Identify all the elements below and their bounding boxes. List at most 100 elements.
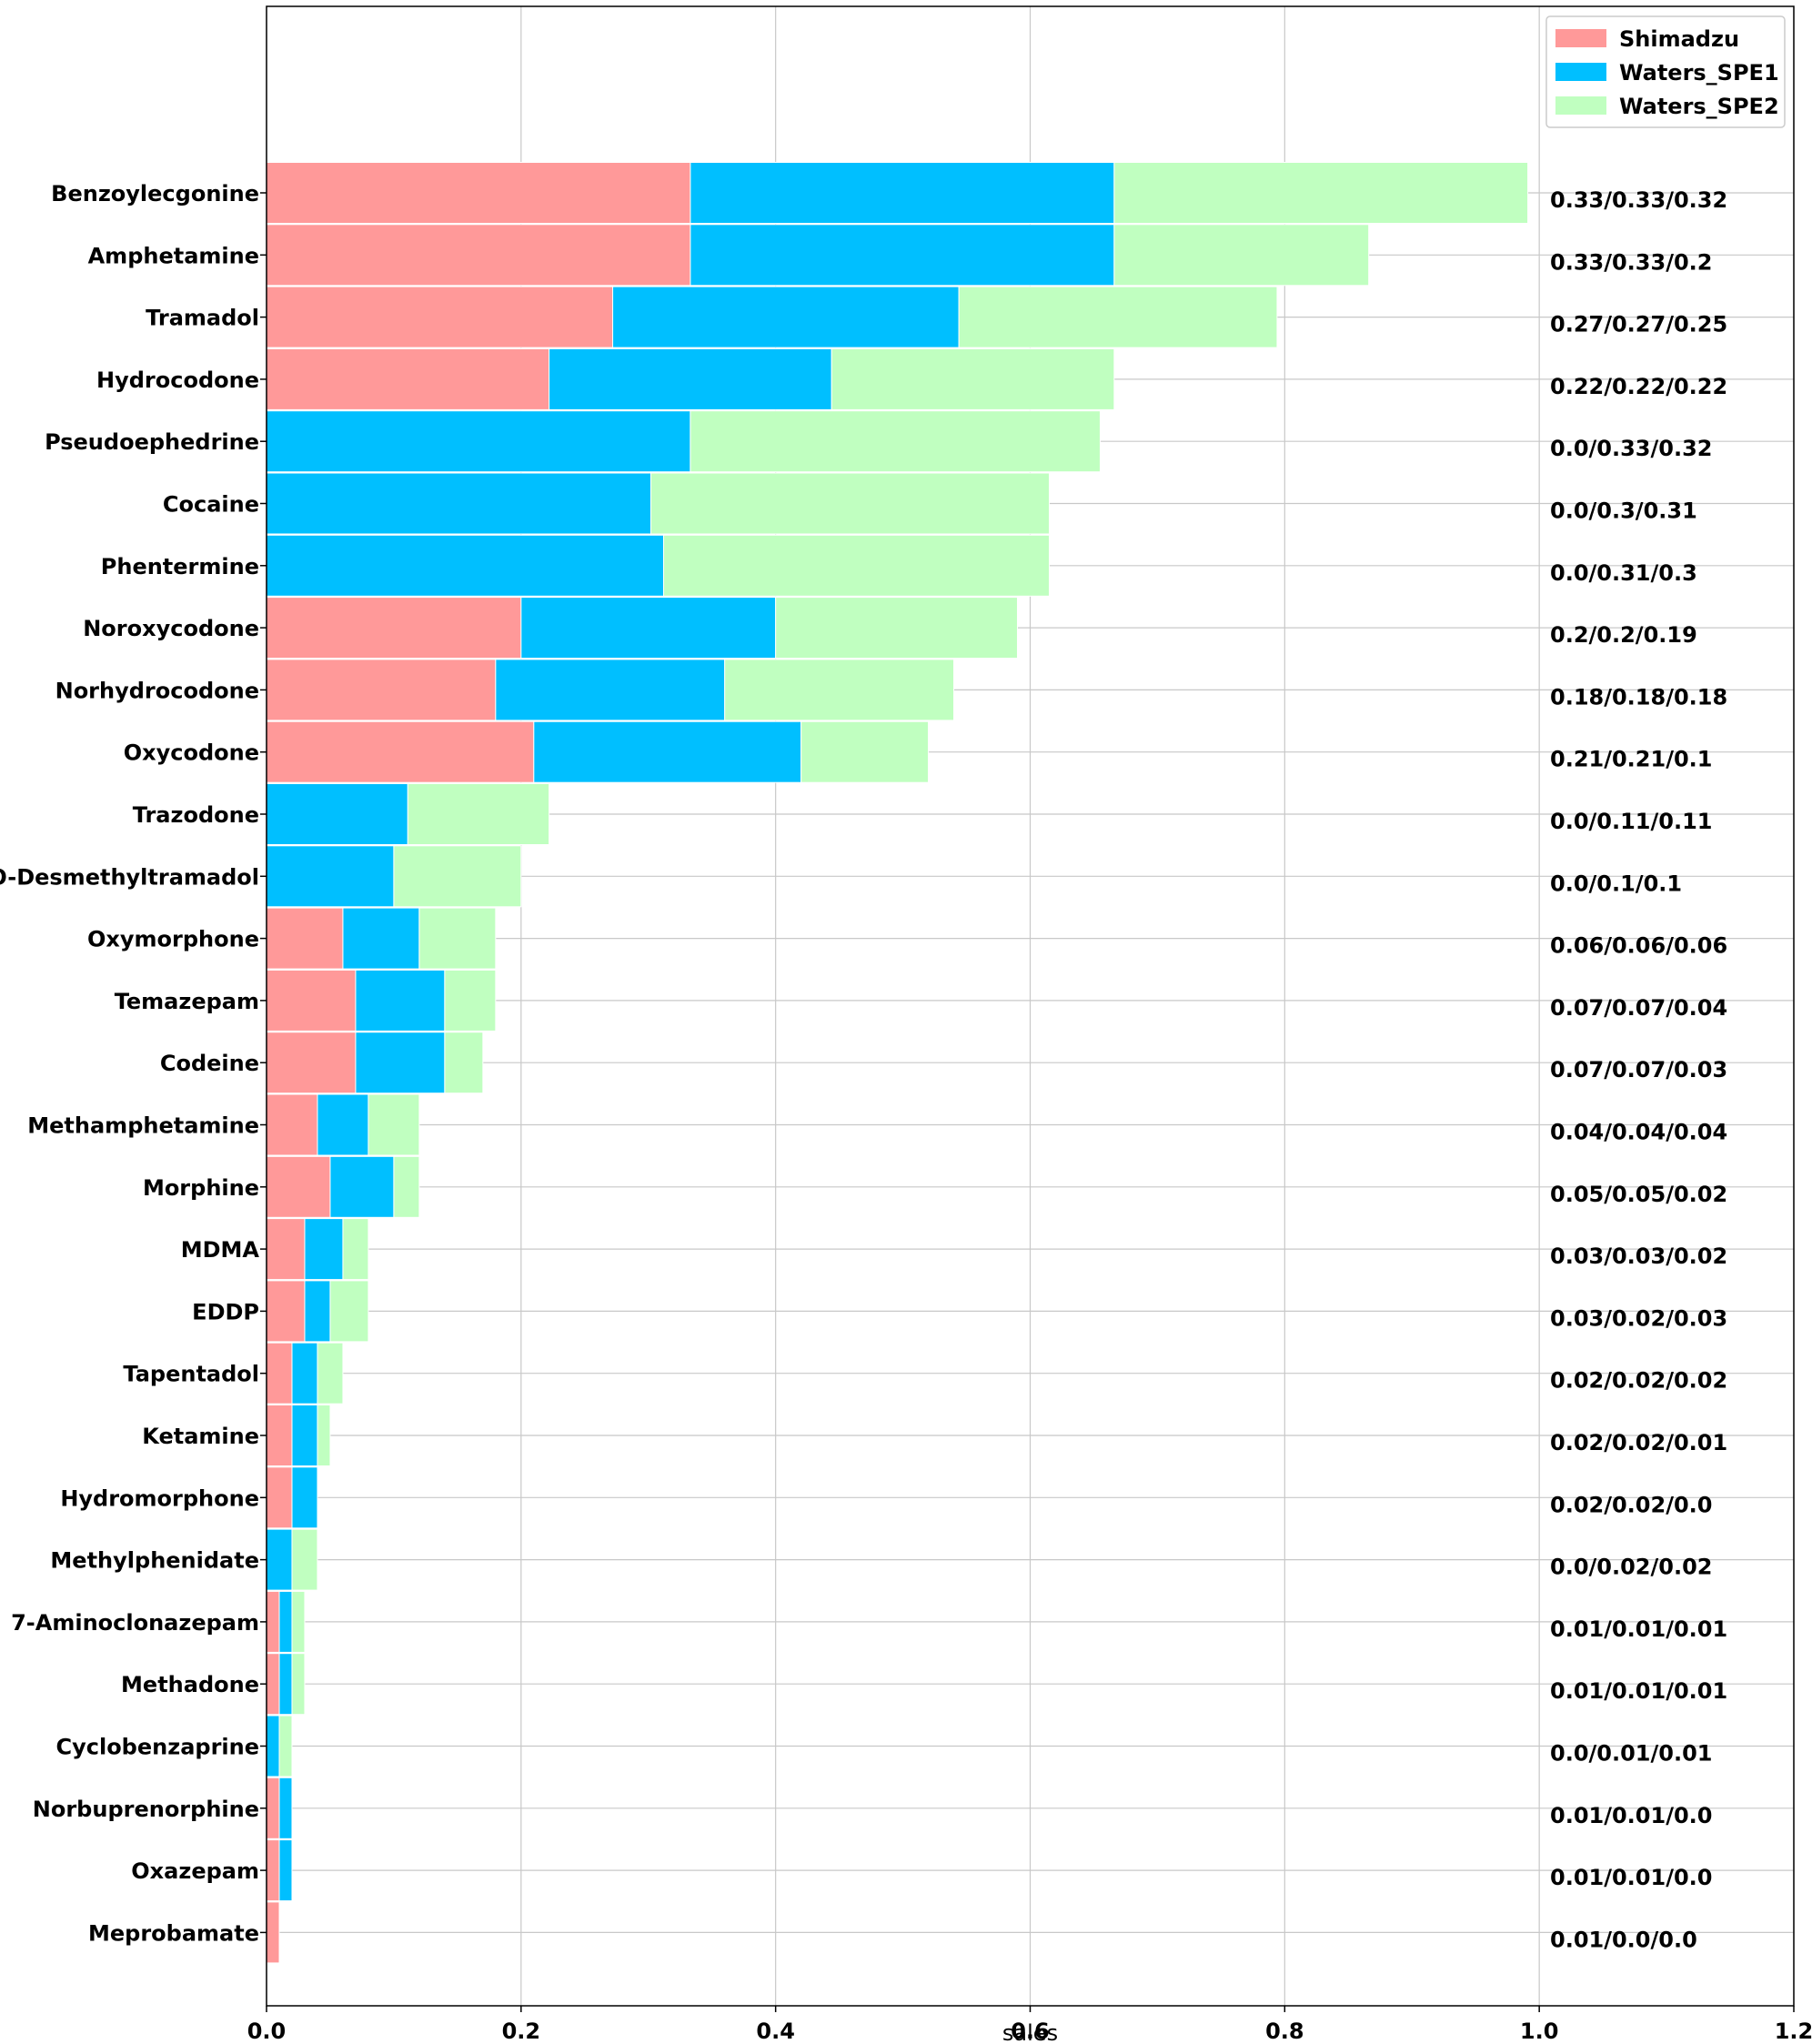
legend-label: Waters_SPE1 (1619, 60, 1779, 86)
bar-segment-waters-spe2 (393, 1155, 420, 1218)
bar-segment-shimadzu (266, 1839, 280, 1902)
legend-swatch (1555, 29, 1606, 47)
bar-segment-waters-spe2 (444, 1032, 484, 1094)
bar-segment-waters-spe2 (775, 597, 1019, 660)
value-label: 0.06/0.06/0.06 (1550, 933, 1727, 959)
value-label: 0.07/0.07/0.03 (1550, 1057, 1727, 1082)
category-label: Temazepam (115, 989, 259, 1014)
bar-segment-waters-spe2 (367, 1093, 420, 1156)
bar-segment-waters-spe2 (1113, 162, 1529, 224)
category-label: Norhydrocodone (55, 678, 259, 703)
value-label: 0.0/0.01/0.01 (1550, 1741, 1712, 1767)
bar-segment-waters-spe1 (304, 1280, 331, 1343)
bar-segment-shimadzu (266, 1901, 280, 1964)
category-label: Cocaine (163, 492, 259, 518)
bar-segment-shimadzu (266, 1280, 306, 1343)
category-label: Tramadol (146, 306, 259, 331)
bar-segment-shimadzu (266, 286, 614, 348)
bar-segment-waters-spe2 (444, 969, 497, 1032)
value-label: 0.0/0.31/0.3 (1550, 560, 1697, 586)
bar-segment-waters-spe2 (1113, 224, 1370, 287)
bar-segment-waters-spe1 (278, 1839, 293, 1902)
value-labels: 0.33/0.33/0.32 0.33/0.33/0.2 0.27/0.27/0.2… (1550, 187, 1727, 1952)
value-label: 0.02/0.02/0.01 (1550, 1430, 1727, 1455)
value-label: 0.02/0.02/0.02 (1550, 1368, 1727, 1394)
legend-swatch (1555, 63, 1606, 81)
value-label: 0.27/0.27/0.25 (1550, 312, 1727, 337)
bar-segment-waters-spe1 (278, 1777, 293, 1839)
value-label: 0.0/0.02/0.02 (1550, 1555, 1712, 1580)
bar-segment-waters-spe1 (266, 472, 652, 535)
value-label: 0.01/0.01/0.0 (1550, 1865, 1712, 1890)
bar-segment-waters-spe2 (800, 720, 930, 783)
bar-segment-waters-spe1 (304, 1218, 344, 1281)
x-tick-label: 0.4 (756, 2019, 795, 2044)
bar-segment-waters-spe1 (533, 720, 802, 783)
bar-segment-waters-spe2 (291, 1590, 306, 1653)
bar-segment-shimadzu (266, 1777, 280, 1839)
bar-segment-waters-spe1 (291, 1405, 318, 1466)
x-tick-label: 1.0 (1520, 2019, 1559, 2044)
category-label: Morphine (143, 1175, 259, 1201)
category-label: Oxazepam (131, 1858, 259, 1884)
value-label: 0.01/0.01/0.01 (1550, 1678, 1727, 1704)
bar-segment-shimadzu (266, 1093, 318, 1156)
value-label: 0.0/0.3/0.31 (1550, 498, 1697, 524)
bar-segment-waters-spe2 (650, 472, 1050, 535)
bar-segment-waters-spe2 (342, 1218, 369, 1281)
value-label: 0.03/0.02/0.03 (1550, 1305, 1727, 1331)
legend: Shimadzu Waters_SPE1 Waters_SPE2 (1545, 15, 1786, 128)
bar-segment-waters-spe2 (317, 1405, 331, 1466)
category-label: Benzoylecgonine (51, 181, 259, 206)
value-label: 0.2/0.2/0.19 (1550, 622, 1697, 648)
bar-segment-waters-spe2 (407, 783, 550, 845)
category-label: Pseudoephedrine (45, 429, 259, 455)
bar-segment-waters-spe1 (291, 1466, 318, 1529)
bar-segment-waters-spe2 (291, 1528, 318, 1591)
bar-segment-waters-spe1 (266, 845, 395, 908)
bar-segment-shimadzu (266, 969, 357, 1032)
category-label: Phentermine (101, 554, 259, 579)
category-label: Oxycodone (124, 740, 259, 766)
bar-segment-waters-spe2 (663, 534, 1050, 597)
category-label: Methadone (121, 1672, 259, 1697)
bar-segment-shimadzu (266, 1405, 293, 1466)
category-label: Ketamine (142, 1424, 259, 1449)
legend-swatch (1555, 96, 1606, 115)
bar-segment-waters-spe2 (291, 1653, 306, 1716)
bar-segment-shimadzu (266, 1155, 331, 1218)
x-tick-label: 0.8 (1265, 2019, 1304, 2044)
value-label: 0.0/0.1/0.1 (1550, 871, 1682, 896)
bar-segment-waters-spe1 (690, 162, 1115, 224)
category-label: Tapentadol (123, 1362, 259, 1387)
bar-segment-waters-spe1 (266, 410, 691, 473)
bar-segment-shimadzu (266, 659, 497, 721)
category-label: Methamphetamine (27, 1113, 259, 1139)
value-label: 0.33/0.33/0.32 (1550, 187, 1727, 213)
bar-segment-waters-spe1 (278, 1653, 293, 1716)
bar-segment-waters-spe1 (495, 659, 726, 721)
bar-segment-shimadzu (266, 1218, 306, 1281)
bar-segment-waters-spe1 (342, 907, 420, 970)
category-label: Hydrocodone (96, 368, 259, 393)
bar-segment-waters-spe1 (266, 534, 665, 597)
bar-segment-waters-spe2 (329, 1280, 369, 1343)
bar-segment-waters-spe1 (278, 1590, 293, 1653)
category-label: Oxymorphone (87, 927, 259, 952)
bar-segment-shimadzu (266, 597, 522, 660)
bar-segment-waters-spe2 (317, 1342, 344, 1405)
category-label: Trazodone (133, 802, 259, 828)
category-label: Amphetamine (88, 243, 259, 268)
bar-segment-waters-spe1 (266, 783, 408, 845)
category-label: Cyclobenzaprine (55, 1735, 259, 1760)
category-label: Hydromorphone (60, 1485, 259, 1511)
value-label: 0.01/0.01/0.01 (1550, 1616, 1727, 1642)
legend-items: Shimadzu Waters_SPE1 Waters_SPE2 (1555, 26, 1779, 119)
bar-segment-waters-spe1 (329, 1155, 395, 1218)
bar-segment-shimadzu (266, 1032, 357, 1094)
value-label: 0.22/0.22/0.22 (1550, 374, 1727, 399)
bar-segment-waters-spe1 (549, 347, 832, 410)
bar-segment-waters-spe1 (520, 597, 777, 660)
